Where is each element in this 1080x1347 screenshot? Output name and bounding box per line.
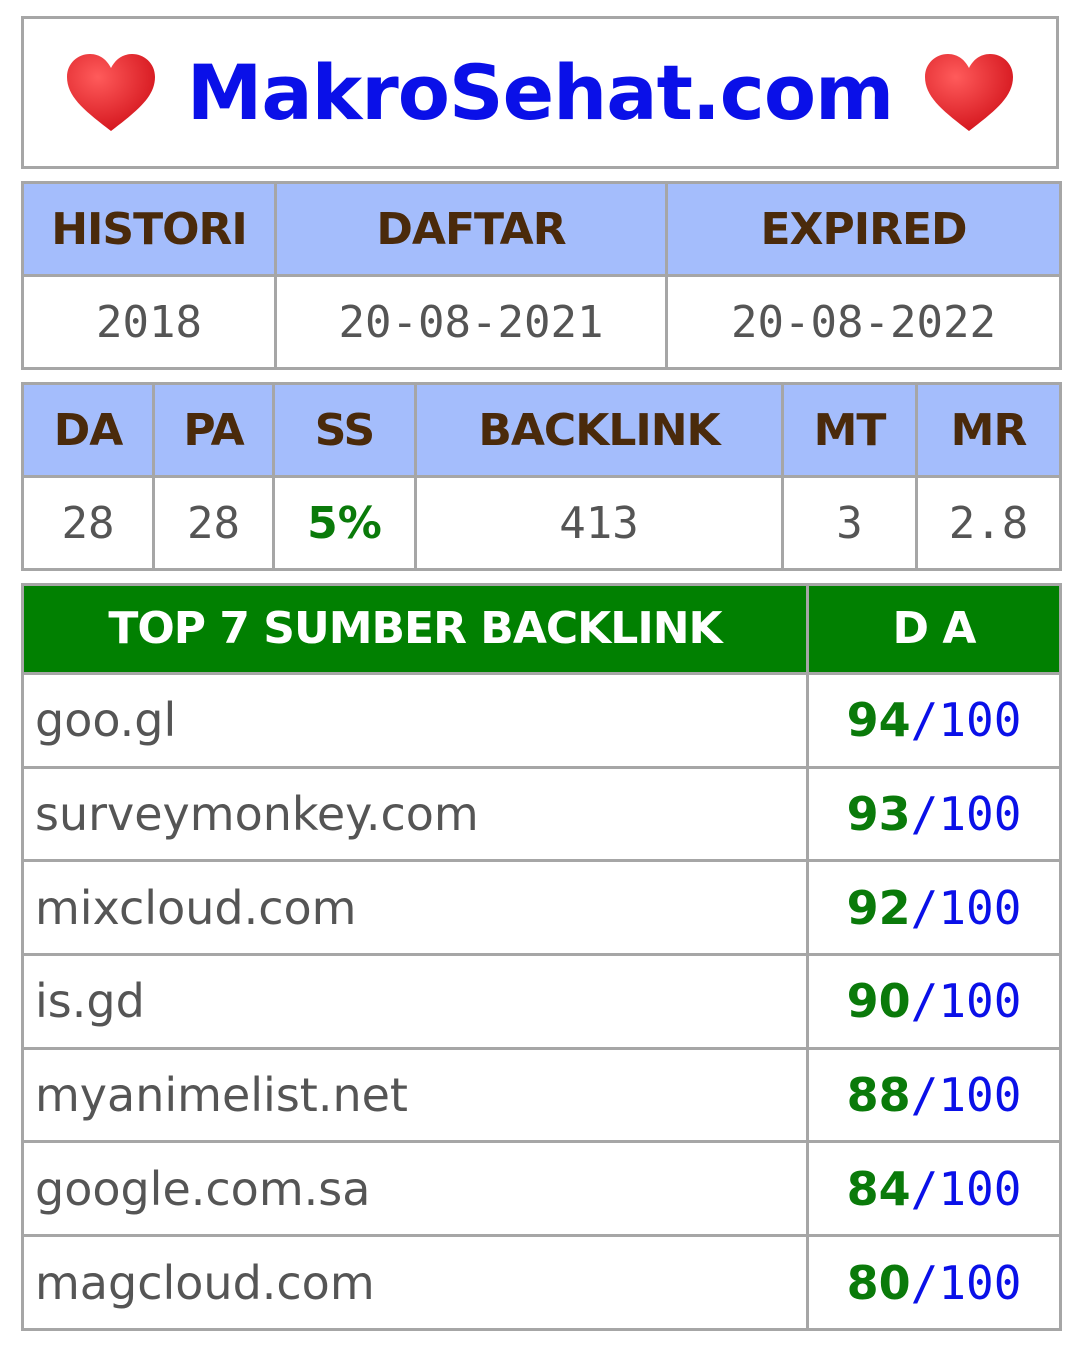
backlink-site: is.gd	[21, 953, 809, 1050]
backlink-score: 94/100	[806, 671, 1062, 769]
value-daftar: 20-08-2021	[274, 274, 668, 370]
header-ss: SS	[272, 382, 417, 478]
value-ss: 5%	[272, 475, 417, 571]
title-banner: MakroSehat.com	[21, 16, 1059, 169]
metrics-table: DA PA SS BACKLINK MT MR 28 28 5% 413 3 2…	[21, 382, 1062, 571]
score-max: 100	[938, 786, 1022, 841]
score-max: 100	[938, 1161, 1022, 1216]
backlink-site: surveymonkey.com	[21, 765, 809, 863]
score-separator: /	[910, 1161, 939, 1216]
backlink-header-row: TOP 7 SUMBER BACKLINK D A	[21, 583, 1062, 675]
backlink-score: 90/100	[806, 953, 1062, 1050]
site-title: MakroSehat.com	[186, 48, 894, 137]
score-value: 92	[846, 880, 911, 935]
table-row: is.gd 90/100	[21, 953, 1062, 1050]
score-value: 93	[846, 786, 911, 841]
score-max: 100	[938, 974, 1022, 1029]
backlink-sources-table: TOP 7 SUMBER BACKLINK D A goo.gl 94/100 …	[21, 583, 1062, 1331]
backlink-score: 80/100	[806, 1234, 1062, 1331]
value-expired: 20-08-2022	[665, 274, 1062, 370]
header-domain-authority: D A	[806, 583, 1062, 675]
score-value: 84	[846, 1161, 911, 1216]
header-daftar: DAFTAR	[274, 181, 668, 277]
domain-info-table: HISTORI DAFTAR EXPIRED 2018 20-08-2021 2…	[21, 181, 1062, 370]
score-value: 88	[846, 1068, 911, 1123]
header-top-sources: TOP 7 SUMBER BACKLINK	[21, 583, 809, 675]
metrics-header-row: DA PA SS BACKLINK MT MR	[21, 382, 1062, 478]
header-mt: MT	[781, 382, 918, 478]
table-row: google.com.sa 84/100	[21, 1140, 1062, 1238]
score-separator: /	[910, 786, 939, 841]
header-mr: MR	[915, 382, 1062, 478]
header-backlink: BACKLINK	[414, 382, 784, 478]
header-expired: EXPIRED	[665, 181, 1062, 277]
backlink-score: 93/100	[806, 765, 1062, 863]
score-max: 100	[938, 880, 1022, 935]
score-max: 100	[938, 1255, 1022, 1310]
backlink-score: 84/100	[806, 1140, 1062, 1238]
value-pa: 28	[152, 475, 275, 571]
backlink-site: mixcloud.com	[21, 859, 809, 956]
backlink-score: 88/100	[806, 1046, 1062, 1144]
backlink-score: 92/100	[806, 859, 1062, 956]
score-max: 100	[938, 693, 1022, 748]
metrics-value-row: 28 28 5% 413 3 2.8	[21, 475, 1062, 571]
heart-icon	[925, 53, 1014, 131]
table-row: goo.gl 94/100	[21, 671, 1062, 769]
backlink-site: goo.gl	[21, 671, 809, 769]
score-separator: /	[910, 693, 939, 748]
score-max: 100	[938, 1068, 1022, 1123]
table-row: myanimelist.net 88/100	[21, 1046, 1062, 1144]
header-pa: PA	[152, 382, 275, 478]
table-row: mixcloud.com 92/100	[21, 859, 1062, 956]
score-separator: /	[910, 974, 939, 1029]
value-mt: 3	[781, 475, 918, 571]
score-value: 80	[846, 1255, 911, 1310]
header-da: DA	[21, 382, 155, 478]
value-mr: 2.8	[915, 475, 1062, 571]
table-row: magcloud.com 80/100	[21, 1234, 1062, 1331]
heart-icon	[66, 53, 155, 131]
value-da: 28	[21, 475, 155, 571]
score-separator: /	[910, 1255, 939, 1310]
score-value: 94	[846, 693, 911, 748]
value-backlink: 413	[414, 475, 784, 571]
score-separator: /	[910, 1068, 939, 1123]
domain-info-value-row: 2018 20-08-2021 20-08-2022	[21, 274, 1062, 370]
header-histori: HISTORI	[21, 181, 277, 277]
domain-info-header-row: HISTORI DAFTAR EXPIRED	[21, 181, 1062, 277]
score-separator: /	[910, 880, 939, 935]
backlink-site: magcloud.com	[21, 1234, 809, 1331]
value-histori: 2018	[21, 274, 277, 370]
table-row: surveymonkey.com 93/100	[21, 765, 1062, 863]
backlink-site: myanimelist.net	[21, 1046, 809, 1144]
score-value: 90	[846, 974, 911, 1029]
backlink-site: google.com.sa	[21, 1140, 809, 1238]
